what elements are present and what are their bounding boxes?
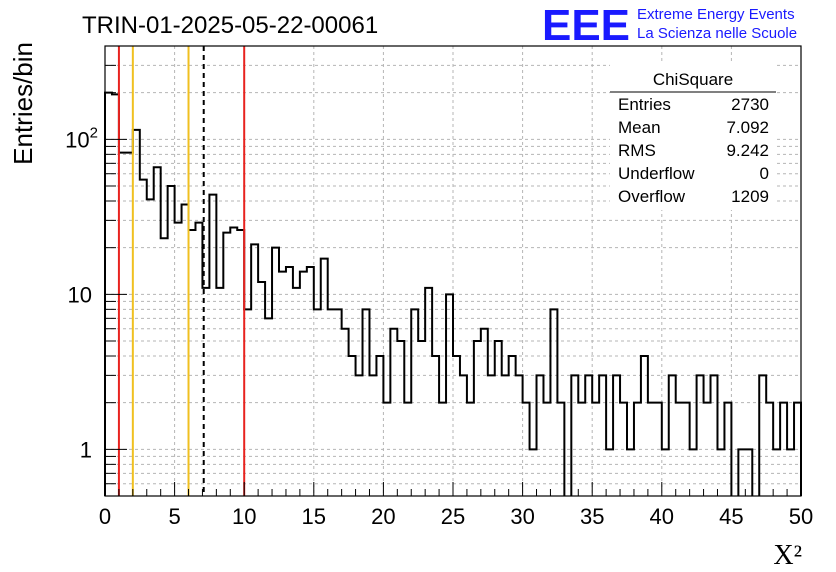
logo-line-2: La Scienza nelle Scuole xyxy=(637,25,797,42)
stats-label-entries: Entries xyxy=(618,95,671,114)
histogram-series xyxy=(104,91,802,496)
stats-value-rms: 9.242 xyxy=(726,141,769,160)
x-tick-label: 5 xyxy=(168,504,180,529)
reference-lines xyxy=(117,46,246,496)
stats-value-overflow: 1209 xyxy=(731,187,769,206)
x-tick-label: 45 xyxy=(719,504,743,529)
x-tick-label: 25 xyxy=(441,504,465,529)
plot-frame xyxy=(104,45,802,497)
eee-logo: EEE Extreme Energy Events La Scienza nel… xyxy=(542,1,797,50)
x-tick-label: 20 xyxy=(371,504,395,529)
stats-label-overflow: Overflow xyxy=(618,187,686,206)
stats-label-rms: RMS xyxy=(618,141,656,160)
axis-ticks: 0 5 10 15 20 25 30 35 40 45 50 1 10 102 xyxy=(65,64,813,529)
x-tick-label: 30 xyxy=(510,504,534,529)
x-tick-label: 35 xyxy=(580,504,604,529)
run-title: TRIN-01-2025-05-22-00061 xyxy=(82,12,378,39)
y-tick-label: 102 xyxy=(65,124,98,152)
logo-line-1: Extreme Energy Events xyxy=(637,6,795,23)
histogram-bars xyxy=(737,448,754,496)
histogram-bars xyxy=(758,374,802,496)
stats-box: ChiSquare Entries 2730 Mean 7.092 RMS 9.… xyxy=(610,64,776,210)
y-tick-label: 1 xyxy=(80,437,92,462)
stats-value-underflow: 0 xyxy=(760,164,769,183)
x-axis-label: X² xyxy=(773,540,802,571)
y-tick-label: 10 xyxy=(68,282,92,307)
histogram-bars xyxy=(570,355,733,496)
stats-label-underflow: Underflow xyxy=(618,164,695,183)
stats-label-mean: Mean xyxy=(618,118,661,137)
stats-box-bg xyxy=(610,64,776,210)
x-tick-label: 40 xyxy=(650,504,674,529)
x-tick-label: 15 xyxy=(302,504,326,529)
x-tick-label: 10 xyxy=(232,504,256,529)
histogram-bars xyxy=(104,91,566,496)
x-tick-label: 0 xyxy=(99,504,111,529)
stats-title: ChiSquare xyxy=(653,70,733,89)
stats-value-mean: 7.092 xyxy=(726,118,769,137)
y-axis-label: Entries/bin xyxy=(8,42,38,165)
x-tick-label: 50 xyxy=(789,504,813,529)
logo-letters: EEE xyxy=(542,1,630,50)
stats-value-entries: 2730 xyxy=(731,95,769,114)
